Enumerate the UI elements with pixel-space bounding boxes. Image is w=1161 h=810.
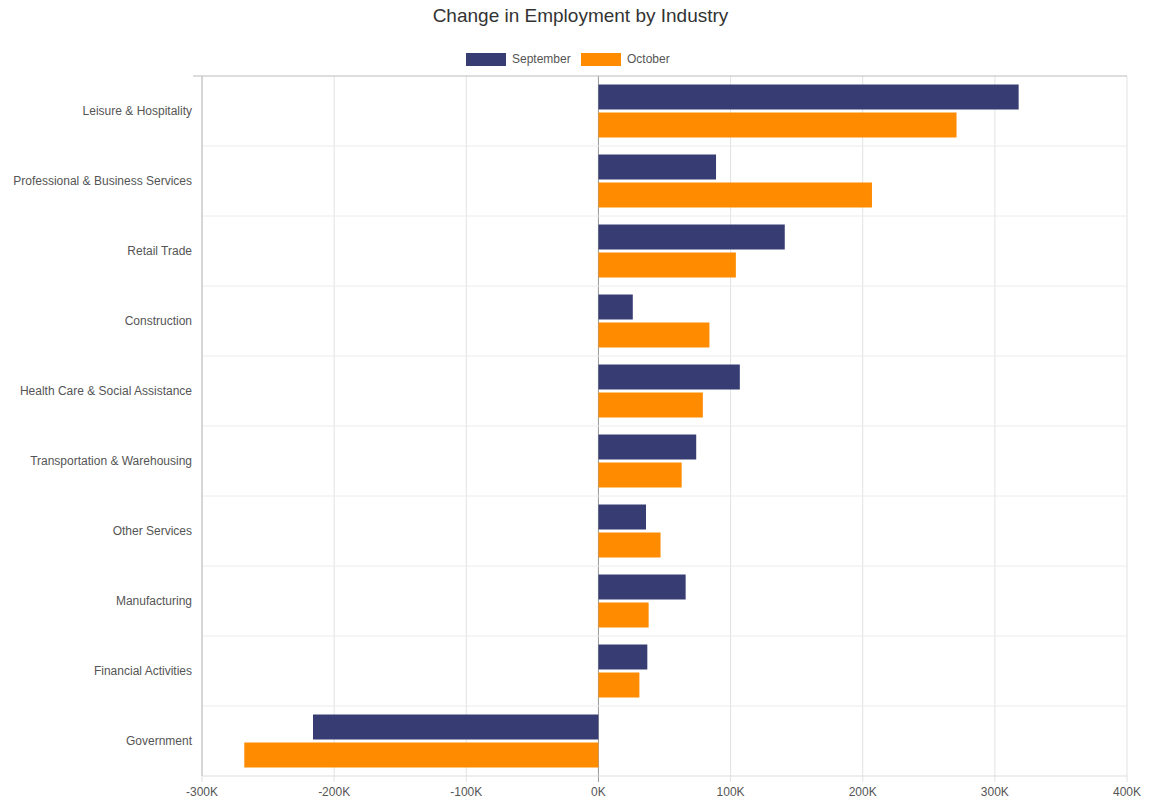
category-label: Health Care & Social Assistance (20, 384, 192, 398)
tick-label: 100K (717, 785, 745, 799)
bar (598, 323, 709, 348)
chart-svg: Change in Employment by Industry Septembe… (0, 0, 1161, 810)
bar (598, 295, 632, 320)
grid-line (1127, 76, 1128, 782)
category-label: Transportation & Warehousing (30, 454, 192, 468)
bar (598, 645, 647, 670)
legend-swatch (581, 53, 621, 66)
category-label: Construction (125, 314, 192, 328)
row-separator (202, 426, 1127, 427)
bar (598, 113, 956, 138)
bar (598, 85, 1018, 110)
category-label: Government (126, 734, 193, 748)
chart-container: Change in Employment by Industry Septembe… (0, 0, 1161, 810)
bar (598, 463, 681, 488)
row-separator (202, 286, 1127, 287)
bar (244, 743, 598, 768)
category-label: Professional & Business Services (13, 174, 192, 188)
tick-label: 300K (981, 785, 1009, 799)
tick-label: 400K (1113, 785, 1141, 799)
grid-line (466, 76, 467, 782)
tick-label: -300K (186, 785, 218, 799)
bar (598, 393, 702, 418)
grid (202, 76, 1127, 782)
bar (598, 673, 639, 698)
bar (598, 365, 739, 390)
row-separator (202, 706, 1127, 707)
top-border (193, 76, 1127, 77)
category-label: Other Services (113, 524, 192, 538)
category-label: Leisure & Hospitality (83, 104, 192, 118)
bars (244, 85, 1018, 768)
grid-line (730, 76, 731, 782)
tick-label: -200K (318, 785, 350, 799)
bar (598, 575, 685, 600)
tick-label: 200K (849, 785, 877, 799)
bar (598, 435, 696, 460)
grid-line (994, 76, 995, 782)
bar (598, 533, 660, 558)
bar (598, 155, 716, 180)
category-label: Financial Activities (94, 664, 192, 678)
row-separator (202, 356, 1127, 357)
x-axis-line (202, 776, 1127, 777)
bar (598, 603, 648, 628)
y-axis-line (202, 76, 203, 776)
tick-label: -100K (450, 785, 482, 799)
bar (598, 253, 735, 278)
row-separator (202, 496, 1127, 497)
grid-line (202, 76, 203, 782)
legend-label: September (512, 52, 571, 66)
bar (313, 715, 598, 740)
bar (598, 505, 646, 530)
legend: September October (466, 52, 670, 66)
tick-label: 0K (591, 785, 606, 799)
row-separator (202, 636, 1127, 637)
legend-swatch (466, 53, 506, 66)
row-separator (202, 566, 1127, 567)
bar (598, 183, 872, 208)
grid-line (334, 76, 335, 782)
row-separator (202, 216, 1127, 217)
category-label: Retail Trade (127, 244, 192, 258)
title: Change in Employment by Industry (433, 5, 729, 26)
bar (598, 225, 784, 250)
category-label: Manufacturing (116, 594, 192, 608)
legend-label: October (627, 52, 670, 66)
grid-line (862, 76, 863, 782)
row-separator (202, 146, 1127, 147)
